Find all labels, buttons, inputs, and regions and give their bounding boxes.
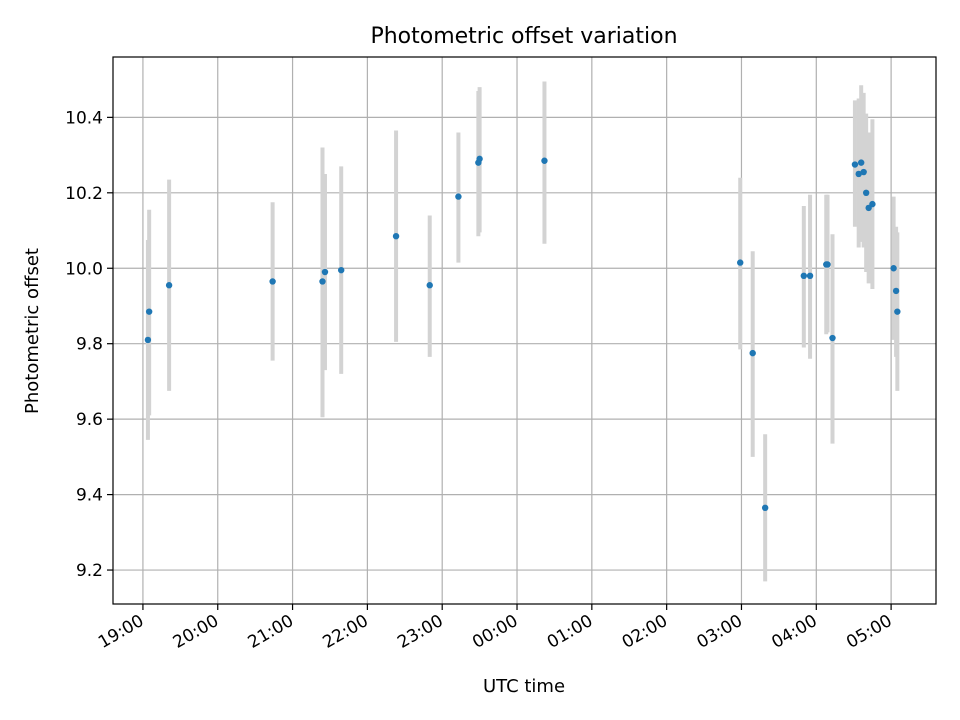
data-point bbox=[862, 189, 870, 197]
y-tick-label: 10.4 bbox=[65, 108, 103, 128]
data-point bbox=[541, 157, 548, 164]
data-point bbox=[824, 261, 831, 268]
x-tick-label: 02:00 bbox=[619, 611, 671, 653]
y-axis-label: Photometric offset bbox=[22, 248, 43, 414]
data-point bbox=[321, 268, 329, 276]
x-tick-label: 19:00 bbox=[95, 611, 147, 653]
data-point bbox=[392, 232, 400, 240]
data-point bbox=[890, 265, 897, 272]
y-axis: 9.2 9.4 9.6 9.8 10.0 10.2 10.4 bbox=[65, 108, 113, 581]
x-axis: 19:00 20:00 21:00 22:00 23:00 00:00 01:00 02:00… bbox=[95, 604, 896, 653]
data-point bbox=[761, 504, 769, 512]
x-tick-label: 03:00 bbox=[694, 611, 746, 653]
data-point bbox=[476, 155, 483, 163]
data-point bbox=[426, 282, 433, 289]
y-tick-label: 10.2 bbox=[65, 184, 103, 204]
data-point bbox=[855, 170, 862, 178]
x-tick-label: 00:00 bbox=[469, 611, 521, 653]
x-axis-label: UTC time bbox=[483, 676, 565, 697]
data-point bbox=[144, 336, 152, 344]
data-point bbox=[737, 259, 744, 266]
x-tick-label: 23:00 bbox=[394, 611, 446, 653]
grid-layer bbox=[113, 57, 936, 604]
data-point bbox=[337, 266, 345, 274]
y-tick-label: 9.2 bbox=[76, 561, 103, 581]
data-point bbox=[894, 308, 901, 315]
x-tick-label: 04:00 bbox=[768, 611, 820, 653]
x-tick-label: 01:00 bbox=[544, 611, 596, 653]
errorbar-layer bbox=[145, 81, 900, 582]
data-point bbox=[851, 161, 859, 168]
data-point bbox=[165, 282, 173, 289]
y-tick-label: 10.0 bbox=[65, 259, 103, 279]
data-point bbox=[319, 278, 326, 285]
data-point bbox=[806, 272, 814, 279]
data-point bbox=[455, 193, 462, 200]
plot-frame bbox=[112, 56, 937, 605]
data-point bbox=[269, 278, 276, 285]
y-tick-label: 9.8 bbox=[76, 335, 103, 355]
point-layer bbox=[144, 155, 901, 512]
data-point bbox=[145, 308, 153, 315]
x-tick-label: 20:00 bbox=[170, 611, 222, 653]
y-tick-label: 9.4 bbox=[76, 486, 103, 506]
data-point bbox=[892, 287, 900, 295]
data-point bbox=[869, 200, 876, 208]
x-tick-label: 22:00 bbox=[319, 611, 371, 653]
data-point bbox=[860, 168, 867, 176]
x-tick-label: 05:00 bbox=[843, 611, 895, 653]
y-tick-label: 9.6 bbox=[76, 410, 103, 430]
data-point bbox=[749, 349, 756, 357]
x-tick-label: 21:00 bbox=[245, 611, 297, 653]
chart-title: Photometric offset variation bbox=[370, 24, 677, 49]
data-point bbox=[829, 334, 836, 342]
data-point bbox=[800, 272, 808, 279]
data-point bbox=[857, 159, 865, 166]
